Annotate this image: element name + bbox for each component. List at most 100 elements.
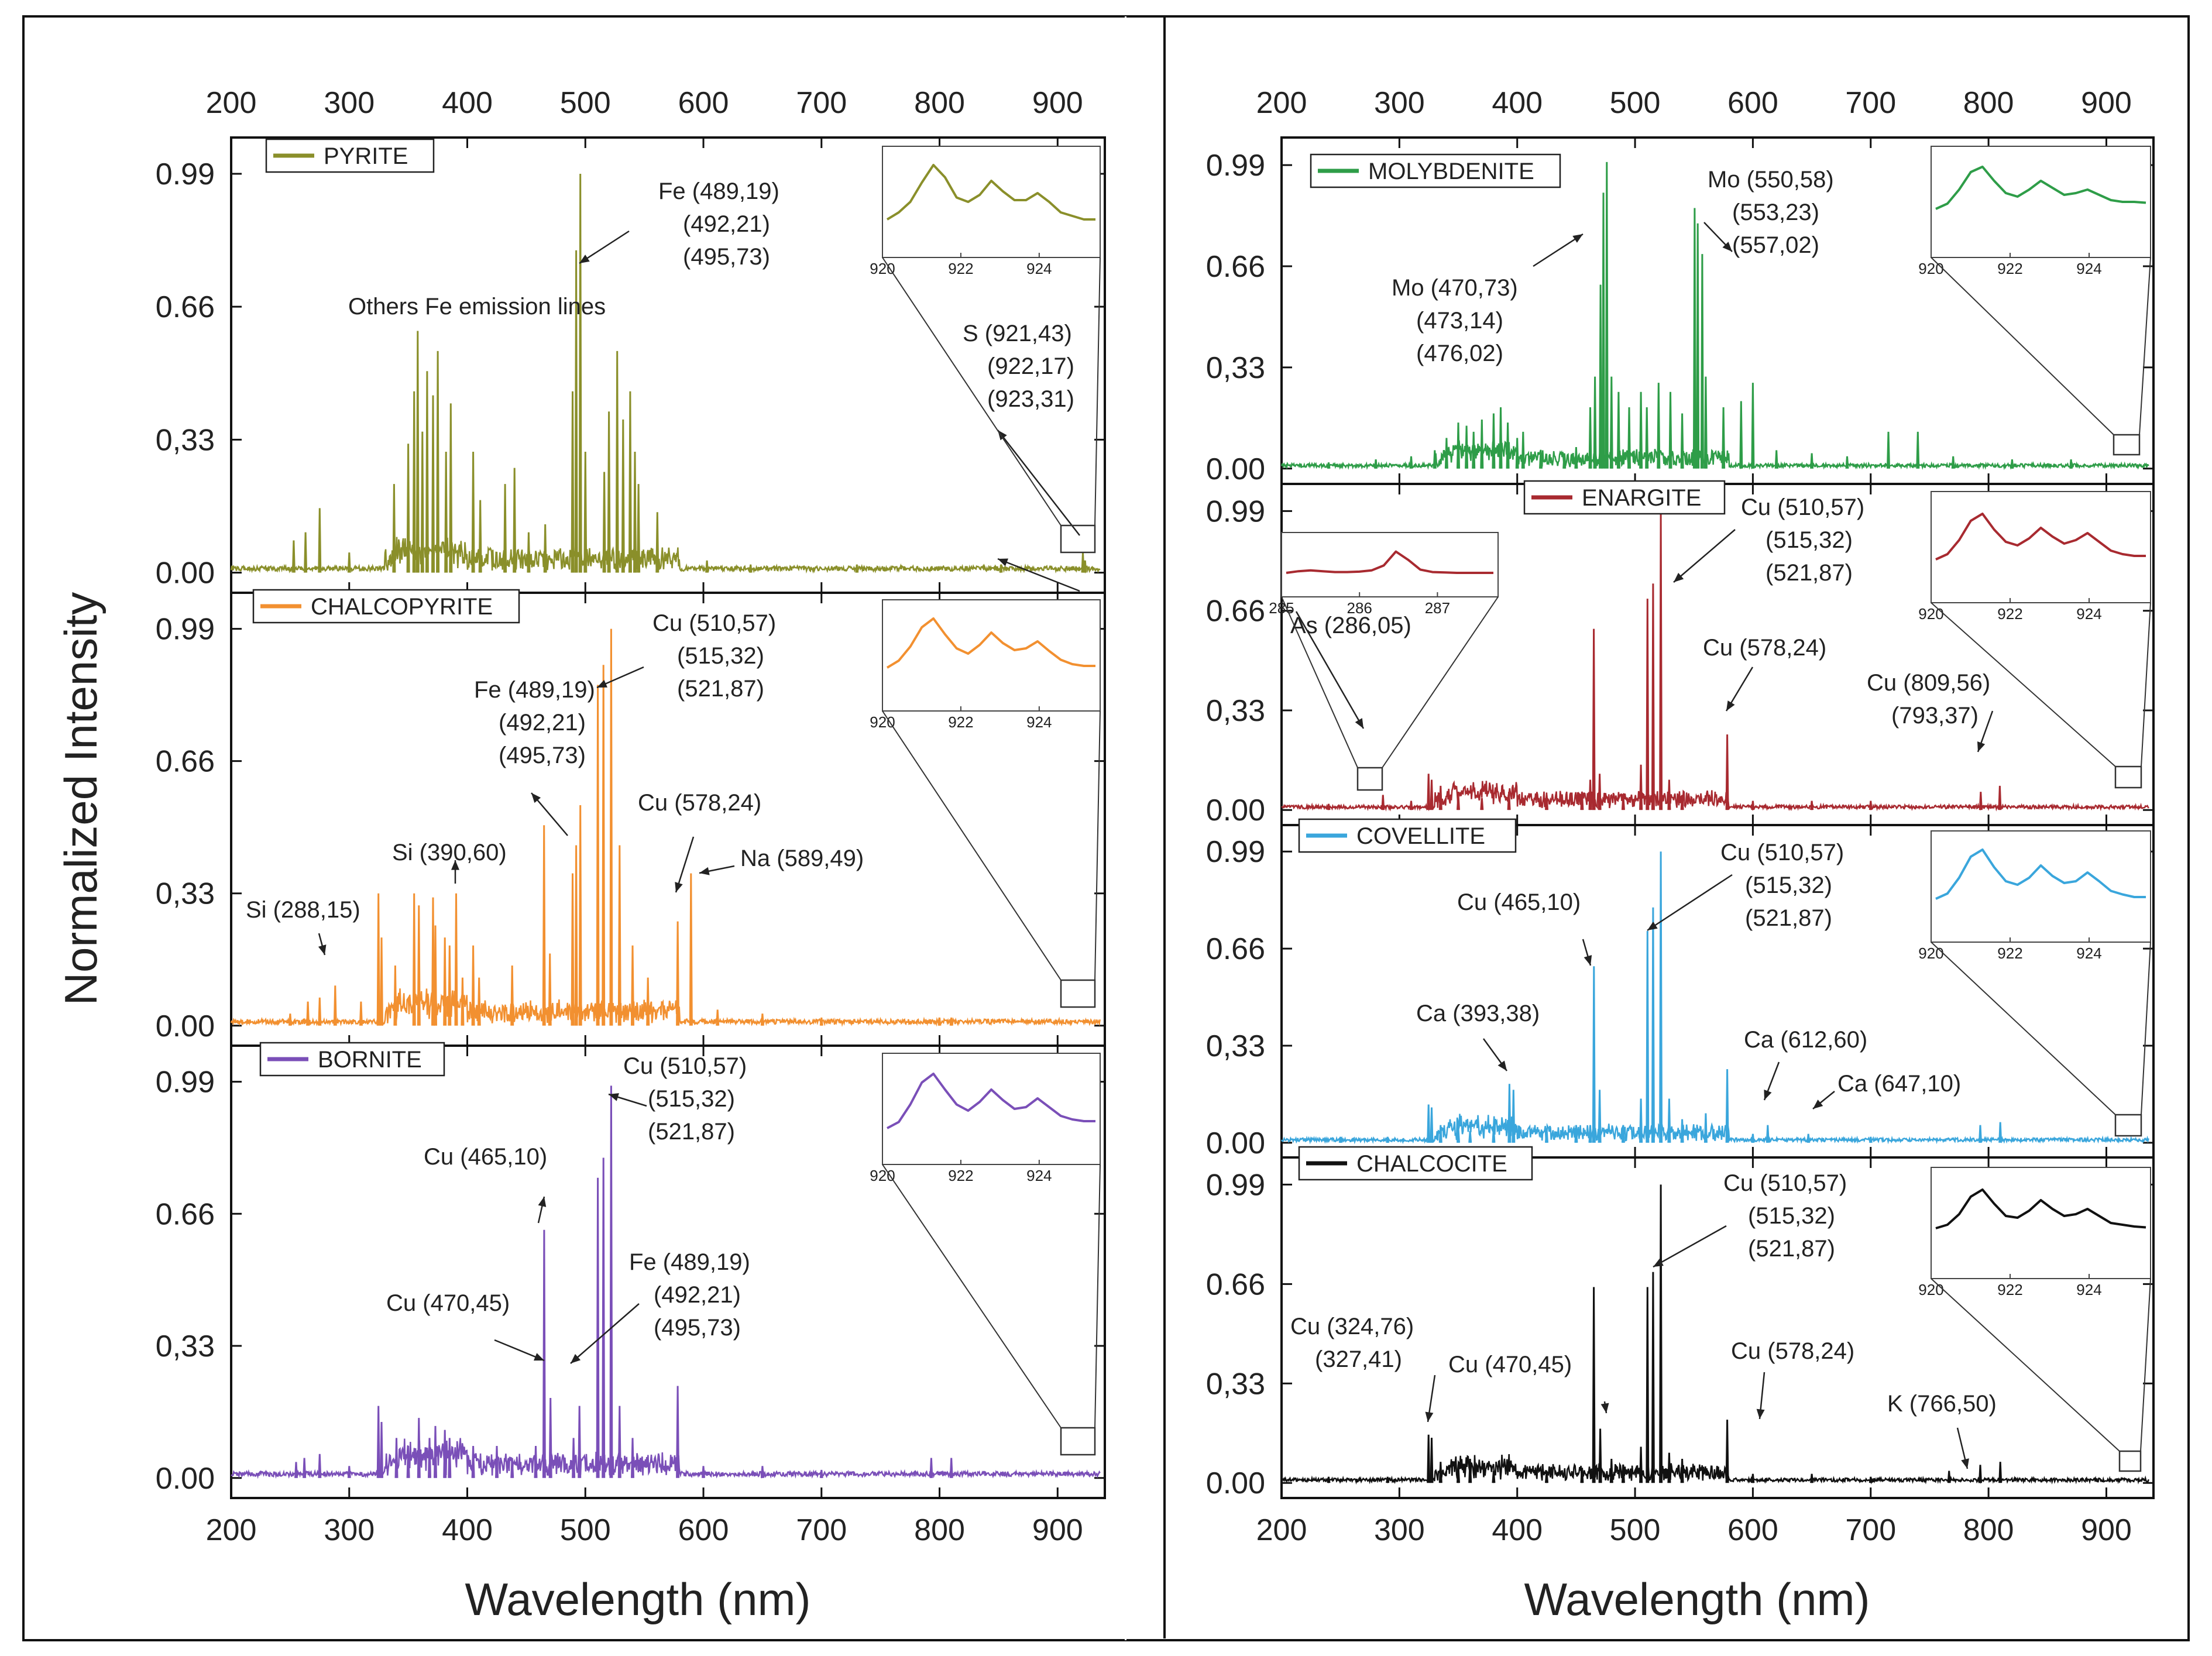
- peak-annotation-line: (515,32): [677, 643, 764, 669]
- peak-annotation-line: (327,41): [1315, 1346, 1402, 1372]
- legend: BORNITE: [259, 1042, 445, 1077]
- peak-annotation: Cu (510,57): [652, 610, 776, 636]
- emission-line: [1667, 779, 1671, 810]
- inset-frame: [1931, 830, 2151, 943]
- zoom-connector: [882, 1164, 1062, 1428]
- inset-tick-label: 922: [1997, 1281, 2022, 1298]
- x-tick-label-bottom: 900: [2081, 1513, 2132, 1547]
- peak-annotation: Cu (510,57): [623, 1053, 747, 1079]
- x-tick-label-bottom: 200: [206, 1513, 257, 1547]
- peak-annotation: Cu (510,57): [1741, 494, 1864, 520]
- arrow-head: [1813, 1100, 1823, 1109]
- emission-line: [1580, 1468, 1584, 1483]
- y-tick-label: 0.99: [156, 613, 215, 647]
- emission-line: [1680, 1119, 1684, 1143]
- axes-frame: [1280, 1156, 2155, 1499]
- emission-line: [1499, 407, 1503, 469]
- emission-line: [1457, 1128, 1460, 1143]
- x-tick-label-bottom: 200: [1256, 1513, 1307, 1547]
- peak-annotation: Cu (324,76): [1290, 1314, 1414, 1339]
- emission-line: [702, 1466, 705, 1478]
- y-tick-label: 0.99: [1206, 149, 1265, 183]
- peak-annotation-line: (515,32): [648, 1086, 735, 1112]
- arrow-head: [1722, 242, 1732, 252]
- legend-label: MOLYBDENITE: [1368, 159, 1534, 184]
- peak-annotation-line: (473,14): [1416, 308, 1503, 334]
- inset-spectrum: [1935, 513, 2146, 561]
- peak-annotation: Cu (470,45): [386, 1290, 510, 1316]
- emission-line: [615, 351, 619, 573]
- emission-line: [1433, 450, 1437, 469]
- emission-line: [478, 500, 482, 573]
- emission-line: [1545, 1471, 1548, 1483]
- emission-line: [1409, 456, 1413, 469]
- emission-line: [1639, 391, 1643, 469]
- x-tick-label-bottom: 300: [1374, 1513, 1425, 1547]
- arrow-head: [1600, 1403, 1609, 1413]
- arrow-head: [699, 867, 710, 875]
- arrow-head: [1572, 234, 1583, 243]
- emission-line: [578, 1406, 582, 1478]
- inset-s-region: 920 922 924: [1918, 1167, 2151, 1472]
- legend: CHALCOCITE: [1298, 1146, 1533, 1181]
- emission-line: [461, 977, 465, 1026]
- emission-line: [306, 1001, 310, 1026]
- emission-line: [406, 444, 410, 573]
- emission-line: [527, 532, 531, 573]
- emission-line: [1438, 785, 1442, 810]
- emission-line: [359, 1001, 363, 1026]
- inset-tick-label: 924: [1026, 713, 1052, 731]
- x-tick-label-top: 700: [1845, 86, 1896, 120]
- peak-annotation: Ca (612,60): [1744, 1027, 1867, 1053]
- y-tick-label: 0,33: [1206, 1367, 1265, 1401]
- legend: ENARGITE: [1523, 480, 1726, 515]
- peak-annotation-line: (492,21): [499, 710, 586, 736]
- emission-line: [676, 1386, 680, 1478]
- axes-frame: [230, 1045, 1106, 1499]
- spectrum-baseline: [1280, 1454, 2149, 1485]
- panel-chalcopyrite: 0.00 0,33 0.66 0.99 CHALCOPYRITE Cu (510,57) (…: [156, 589, 1106, 1047]
- emission-line: [1887, 431, 1890, 469]
- emission-line: [1588, 1125, 1592, 1143]
- peak-annotation: Others Fe emission lines: [348, 294, 606, 319]
- emission-line: [1998, 1462, 2003, 1483]
- x-tick-label-bottom: 800: [1963, 1513, 2014, 1547]
- inset-tick-label: 924: [2076, 944, 2101, 962]
- y-tick-label: 0.99: [156, 157, 215, 191]
- emission-line: [443, 937, 447, 1026]
- peak-annotation: Na (589,49): [740, 846, 864, 871]
- arrow-head: [1674, 572, 1684, 582]
- emission-line: [1427, 1104, 1431, 1143]
- emission-line: [1700, 254, 1704, 469]
- zoom-connector: [2141, 602, 2151, 767]
- peak-annotation-line: (553,23): [1732, 200, 1819, 225]
- legend: PYRITE: [265, 138, 435, 173]
- emission-line: [1722, 407, 1726, 469]
- legend-box: [252, 589, 520, 624]
- inset-tick-label: 922: [948, 713, 973, 731]
- y-tick-label: 0.00: [1206, 452, 1265, 486]
- emission-line: [1609, 376, 1613, 469]
- arrow-head: [451, 860, 460, 870]
- emission-line: [380, 937, 383, 1026]
- y-tick-label: 0,33: [1206, 694, 1265, 728]
- emission-line: [1657, 383, 1661, 469]
- inset-tick-label: 285: [1269, 599, 1294, 617]
- annotation-arrow: [997, 558, 1080, 592]
- emission-line: [1810, 453, 1814, 469]
- emission-line: [631, 1438, 634, 1478]
- emission-line: [1598, 1090, 1602, 1143]
- inset-spectrum: [887, 1073, 1095, 1129]
- zoom-box: [1356, 767, 1383, 791]
- emission-line: [1725, 1420, 1729, 1483]
- zoom-box: [1060, 979, 1096, 1008]
- emission-line: [949, 1458, 953, 1478]
- zoom-connector: [882, 257, 1062, 526]
- x-tick-label-top: 400: [1492, 86, 1543, 120]
- zoom-connector: [1931, 602, 2116, 767]
- emission-line: [2010, 459, 2014, 469]
- emission-line: [1592, 628, 1596, 810]
- emission-line: [1457, 795, 1460, 810]
- emission-line: [628, 391, 632, 573]
- arrow-head: [571, 1353, 581, 1363]
